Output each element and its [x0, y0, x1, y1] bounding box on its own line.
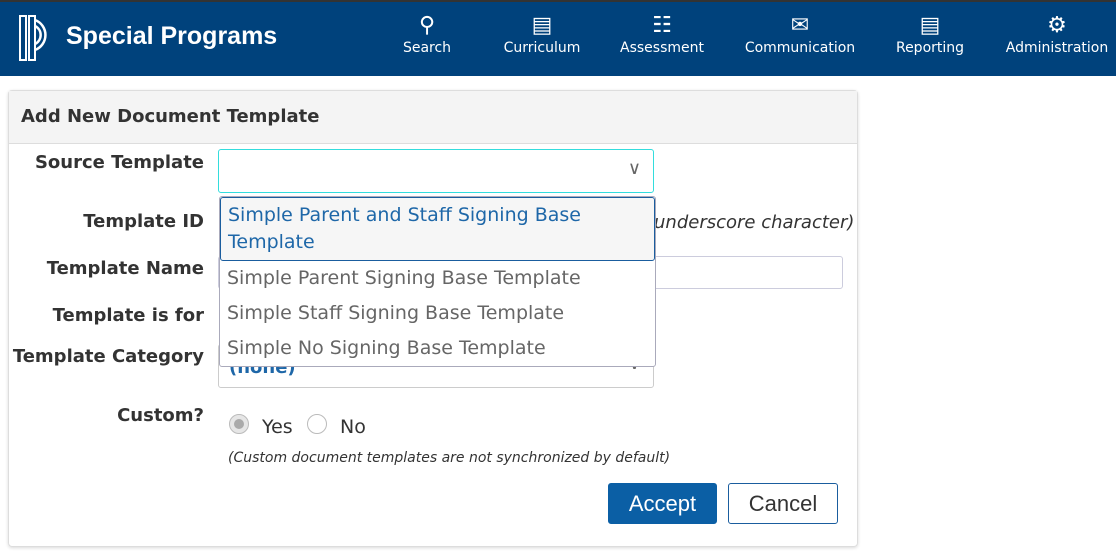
document-icon: ▤	[919, 13, 941, 38]
label-template-name: Template Name	[46, 258, 204, 279]
nav-assessment[interactable]: ☷ Assessment	[618, 12, 706, 56]
label-source-template: Source Template	[34, 152, 204, 173]
nav-curriculum[interactable]: ▤ Curriculum	[500, 12, 584, 56]
search-icon: ⚲	[418, 13, 436, 38]
nav-reporting[interactable]: ▤ Reporting	[892, 12, 968, 56]
dropdown-option[interactable]: Simple Parent and Staff Signing Base Tem…	[220, 197, 655, 261]
clipboard-icon: ☷	[652, 13, 672, 38]
label-template-id: Template ID	[83, 211, 204, 232]
label-template-category: Template Category	[12, 346, 204, 367]
powerschool-logo	[19, 15, 47, 61]
source-template-select[interactable]: ∨	[218, 149, 654, 193]
app-title: Special Programs	[66, 22, 278, 50]
top-nav-bar: Special Programs ⚲ Search ▤ Curriculum ☷ As…	[0, 0, 1116, 76]
nav-communication[interactable]: ✉ Communication	[742, 12, 858, 56]
dropdown-option[interactable]: Simple Parent Signing Base Template	[227, 267, 581, 289]
cancel-button[interactable]: Cancel	[728, 483, 838, 524]
custom-yes-label: Yes	[262, 416, 293, 438]
label-custom: Custom?	[117, 405, 204, 426]
add-template-panel: Add New Document Template	[8, 90, 858, 547]
nav-administration[interactable]: ⚙ Administration	[1002, 12, 1112, 56]
custom-no-radio[interactable]	[307, 414, 327, 434]
book-icon: ▤	[531, 13, 553, 38]
nav-search[interactable]: ⚲ Search	[400, 12, 454, 56]
label-template-for: Template is for	[52, 305, 204, 326]
panel-title: Add New Document Template	[9, 91, 857, 144]
chevron-down-icon: ∨	[627, 158, 641, 179]
dropdown-option[interactable]: Simple Staff Signing Base Template	[227, 302, 565, 324]
custom-yes-radio[interactable]	[229, 414, 249, 434]
gear-icon: ⚙	[1047, 13, 1067, 38]
accept-button[interactable]: Accept	[608, 483, 717, 524]
dropdown-option[interactable]: Simple No Signing Base Template	[227, 337, 546, 359]
chat-icon: ✉	[790, 13, 810, 38]
custom-note: (Custom document templates are not synch…	[228, 450, 671, 466]
source-template-dropdown: Simple Parent and Staff Signing Base Tem…	[219, 196, 656, 367]
custom-no-label: No	[340, 416, 366, 438]
template-id-hint: underscore character)	[654, 212, 855, 233]
